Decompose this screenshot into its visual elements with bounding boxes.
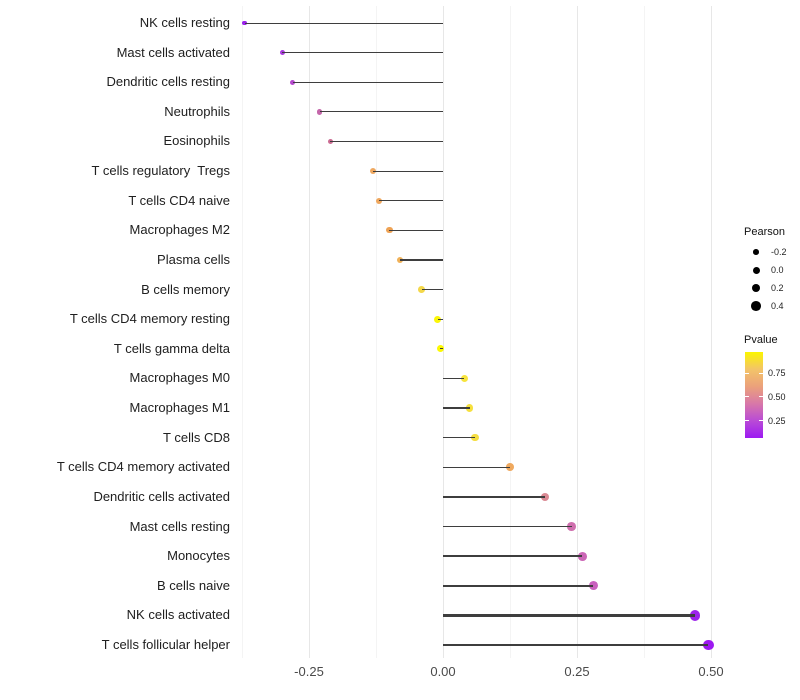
colorbar-tick-mark [745, 396, 749, 398]
category-label: Mast cells activated [116, 44, 230, 60]
colorbar-tick-label: 0.75 [768, 368, 786, 379]
legend-size-dot [753, 249, 759, 255]
lollipop-stem [292, 81, 443, 83]
lollipop-stem [437, 318, 443, 320]
category-label: Monocytes [167, 548, 230, 564]
data-point [567, 522, 576, 531]
lollipop-stem [282, 52, 443, 54]
lollipop-stem [443, 525, 572, 528]
gridline-x-major [710, 6, 712, 658]
category-label: T cells gamma delta [113, 340, 230, 356]
category-label: NK cells resting [139, 15, 230, 30]
data-point [466, 404, 474, 412]
lollipop-stem [440, 348, 443, 350]
lollipop-stem [389, 229, 443, 231]
gridline-x-minor [643, 6, 645, 658]
lollipop-stem [244, 22, 443, 24]
category-label: Mast cells resting [129, 518, 230, 534]
lollipop-stem [443, 643, 709, 647]
category-label: B cells naive [157, 577, 230, 593]
legend-size-label: -0.2 [771, 247, 787, 257]
category-label: Dendritic cells activated [93, 488, 230, 504]
legend-pearson-title: Pearson [744, 226, 785, 238]
data-point [370, 168, 377, 175]
lollipop-stem [443, 555, 583, 558]
colorbar-tick-mark [759, 420, 763, 422]
category-label: Macrophages M0 [129, 370, 230, 386]
x-tick-label: 0.00 [430, 664, 456, 679]
category-label: T cells CD4 naive [128, 192, 230, 208]
category-label: Eosinophils [163, 133, 231, 149]
category-label: Neutrophils [164, 103, 230, 119]
category-label: NK cells activated [126, 607, 230, 623]
colorbar-tick-mark [745, 372, 749, 374]
lollipop-stem [378, 200, 443, 202]
colorbar-tick-mark [759, 372, 763, 374]
data-point [317, 109, 323, 115]
lollipop-stem [330, 140, 443, 142]
data-point [540, 492, 549, 502]
legend-size-label: 0.4 [771, 301, 784, 311]
lollipop-stem [443, 496, 545, 498]
category-label: Macrophages M1 [129, 400, 230, 416]
category-label: T cells regulatory Tregs [91, 163, 230, 179]
gridline-x-minor [241, 6, 243, 658]
lollipop-stem [443, 377, 465, 380]
pvalue-colorbar [745, 352, 763, 438]
gridline-x-major [576, 6, 578, 658]
gridline-x-minor [375, 6, 377, 658]
legend-size-label: 0.0 [771, 265, 784, 275]
lollipop-stem [373, 170, 443, 172]
data-point [689, 610, 701, 621]
lollipop-stem [421, 288, 443, 291]
lollipop-stem [443, 584, 594, 587]
colorbar-tick-mark [745, 420, 749, 422]
category-label: T cells CD4 memory resting [69, 311, 230, 327]
data-point [327, 138, 334, 145]
gridline-x-major [308, 6, 310, 658]
lollipop-stem [443, 466, 510, 468]
gridline-x-major [442, 6, 444, 658]
legend-pvalue-title: Pvalue [744, 334, 778, 346]
lollipop-stem [319, 111, 443, 113]
legend-size-dot [751, 283, 761, 293]
category-label: Macrophages M2 [129, 222, 230, 238]
lollipop-stem [443, 437, 476, 439]
category-label: T cells CD4 memory activated [56, 459, 230, 475]
colorbar-tick-label: 0.50 [768, 391, 786, 402]
legend-size-label: 0.2 [771, 283, 784, 293]
legend-size-dot [751, 301, 761, 311]
colorbar-tick-mark [759, 396, 763, 398]
x-tick-label: -0.25 [294, 664, 324, 679]
lollipop-stem [400, 259, 443, 261]
category-label: Plasma cells [157, 251, 230, 267]
lollipop-stem [443, 407, 470, 409]
legend-size-dot [752, 266, 760, 274]
data-point [506, 463, 514, 472]
gridline-x-minor [509, 6, 511, 658]
category-label: B cells memory [141, 281, 230, 297]
category-label: Dendritic cells resting [106, 74, 230, 90]
category-label: T cells follicular helper [101, 637, 230, 652]
x-tick-label: 0.50 [698, 664, 724, 679]
x-tick-label: 0.25 [564, 664, 590, 679]
data-point [436, 345, 444, 353]
lollipop-stem [443, 614, 695, 617]
category-label: T cells CD8 [163, 429, 230, 445]
colorbar-tick-label: 0.25 [768, 415, 786, 426]
